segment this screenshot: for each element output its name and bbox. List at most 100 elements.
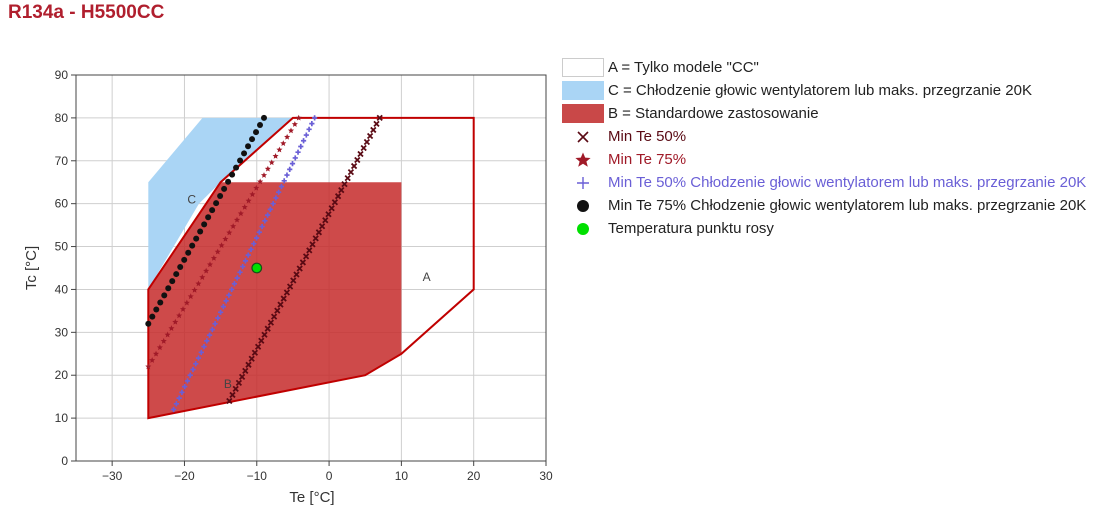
min75-fan-point [201, 221, 208, 228]
min75-fan-point [213, 200, 220, 207]
min50-fan-point [231, 281, 238, 287]
min75-fan-point [237, 157, 244, 164]
min50-fan-point [234, 275, 240, 281]
min75-fan-point [145, 320, 152, 327]
min75-point [284, 133, 291, 140]
min50-fan-point [253, 235, 260, 241]
legend-item-region-a[interactable]: A = Tylko modele "CC" [562, 58, 1102, 77]
y-tick-label: 30 [55, 325, 69, 339]
min75-fan-point [177, 263, 184, 270]
legend-label-min75-fan: Min Te 75% Chłodzenie głowic wentylatore… [608, 197, 1087, 214]
min75-point [195, 280, 202, 287]
min50-point [245, 361, 252, 368]
min50-fan-point [190, 366, 196, 373]
min50-fan-point [303, 132, 309, 138]
min50-point [366, 132, 374, 140]
min50-fan-point [289, 161, 296, 167]
chart-title: R134a - H5500CC [8, 2, 165, 23]
min50-point [312, 235, 319, 242]
x-tick-label: 20 [467, 469, 481, 483]
legend-item-dew-point[interactable]: Temperatura punktu rosy [562, 219, 1102, 238]
y-tick-label: 10 [55, 411, 69, 425]
x-tick-label: −30 [102, 469, 123, 483]
min50-point [242, 367, 249, 374]
min75-point [241, 203, 248, 210]
min75-point [145, 363, 152, 370]
min75-point [253, 184, 260, 191]
x-marker-icon [562, 127, 604, 146]
min75-fan-point [157, 299, 164, 306]
min75-point [149, 357, 156, 363]
min50-fan-point [176, 395, 182, 401]
min50-fan-point [284, 172, 290, 178]
min50-point [248, 355, 255, 362]
region-a [147, 116, 475, 420]
legend-label-region-c: C = Chłodzenie głowic wentylatorem lub m… [608, 82, 1032, 99]
min50-fan-point [276, 189, 282, 195]
legend-item-min50[interactable]: Min Te 50% [562, 127, 1102, 146]
min50-fan-point [220, 304, 226, 310]
min75-point [260, 172, 268, 178]
min75-fan-point [217, 192, 224, 199]
plot-border [75, 74, 547, 462]
min50-point [235, 379, 243, 387]
min75-point [237, 210, 244, 217]
min75-point [199, 274, 206, 280]
min75-point [249, 191, 256, 198]
dot-marker-icon [562, 196, 604, 215]
min75-point [187, 293, 194, 300]
legend-label-region-a: A = Tylko modele "CC" [608, 59, 759, 76]
min50-fan-point [173, 401, 179, 407]
min75-fan-point [241, 150, 248, 157]
min50-point [331, 199, 339, 206]
min50-point [254, 343, 262, 350]
min75-point [210, 255, 217, 261]
y-tick-label: 50 [55, 240, 69, 254]
legend-item-min75-fan[interactable]: Min Te 75% Chłodzenie głowic wentylatore… [562, 196, 1102, 215]
plus-marker-icon [562, 173, 604, 192]
min50-point [232, 385, 239, 393]
y-tick-label: 0 [61, 454, 68, 468]
min50-point [267, 319, 275, 326]
min50-point [357, 150, 364, 158]
min75-point [280, 140, 287, 146]
min75-point [291, 121, 298, 127]
min75-fan-point [233, 164, 240, 171]
region-label-b: B [224, 377, 232, 391]
min50-fan-point [229, 286, 235, 293]
min75-point [295, 114, 302, 121]
min75-point [203, 267, 210, 274]
min75-point [168, 325, 175, 331]
min50-point [296, 265, 303, 272]
min50-fan-point [265, 212, 271, 218]
min75-point [268, 159, 275, 166]
legend-label-min75: Min Te 75% [608, 151, 687, 168]
legend-item-region-b[interactable]: B = Standardowe zastosowanie [562, 104, 1102, 123]
min75-fan-point [209, 207, 216, 214]
min50-fan-point [245, 252, 251, 258]
min50-point [360, 144, 367, 152]
min75-point [214, 248, 221, 255]
x-axis-label: Te [°C] [289, 489, 334, 506]
min75-fan-point [205, 214, 212, 221]
regions: A C B [147, 116, 475, 420]
region-b [148, 182, 402, 419]
min75-point [179, 306, 187, 312]
min50-fan-point [187, 372, 193, 378]
min50-fan-point [267, 206, 273, 212]
legend-item-region-c[interactable]: C = Chłodzenie głowic wentylatorem lub m… [562, 81, 1102, 100]
min50-point [277, 301, 284, 308]
min50-point [258, 337, 265, 344]
legend-item-min50-fan[interactable]: Min Te 50% Chłodzenie głowic wentylatore… [562, 173, 1102, 192]
min75-fan-point [261, 114, 267, 121]
min50-point [306, 247, 313, 254]
min75-point [206, 261, 214, 268]
x-tick-label: 10 [395, 469, 409, 483]
y-axis-label: Tc [°C] [23, 246, 40, 290]
min50-fan-point [309, 121, 315, 127]
min50-fan-point [273, 195, 279, 201]
legend-item-min75[interactable]: Min Te 75% [562, 150, 1102, 169]
y-tick-label: 70 [55, 154, 69, 168]
min50-point [376, 114, 383, 122]
